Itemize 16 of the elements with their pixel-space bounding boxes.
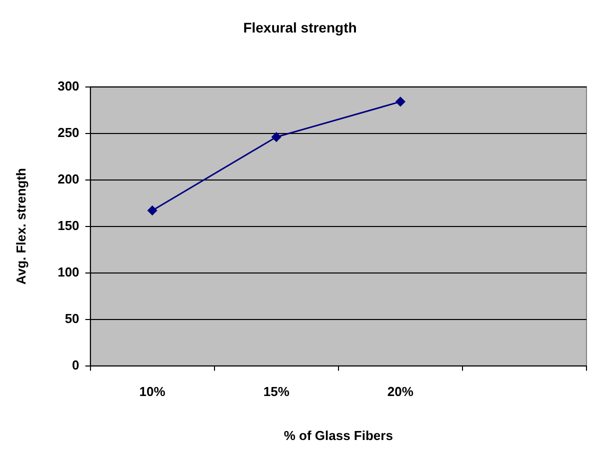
point <box>148 206 158 216</box>
y-axis-title: Avg. Flex. strength <box>13 168 28 285</box>
point <box>396 96 406 106</box>
y-tick-label: 200 <box>58 171 80 186</box>
y-tick-label: 300 <box>58 78 80 94</box>
x-tick-label: 20% <box>387 384 414 400</box>
x-tick-label: 10% <box>139 384 166 400</box>
chart-title: Flexural strength <box>243 19 357 36</box>
x-axis-title: % of Glass Fibers <box>284 428 393 443</box>
point <box>272 132 282 142</box>
y-tick-label: 50 <box>64 310 80 326</box>
y-tick-label: 150 <box>58 218 80 233</box>
y-tick-label: 100 <box>58 264 80 280</box>
x-tick-label: 15% <box>263 384 290 400</box>
y-tick-label: 250 <box>58 124 80 140</box>
y-tick-label: 0 <box>72 357 80 372</box>
